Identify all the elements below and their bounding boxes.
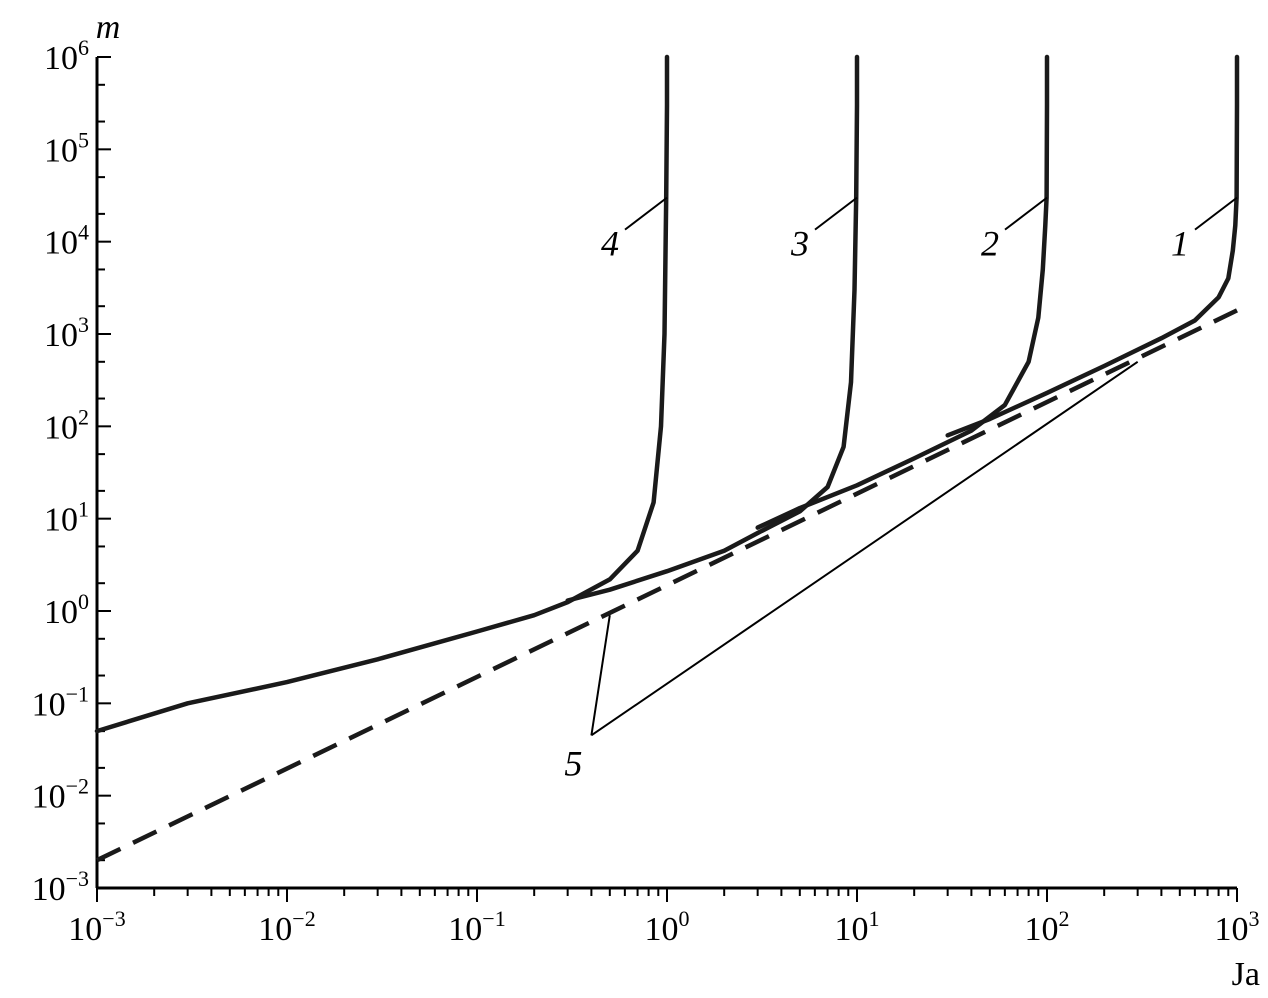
x-tick-label: 10−3 bbox=[68, 906, 125, 948]
curve-label-4: 4 bbox=[601, 224, 619, 264]
y-tick-label: 103 bbox=[44, 312, 89, 354]
series-line-4 bbox=[94, 54, 670, 734]
leader-line-3 bbox=[814, 196, 858, 231]
y-axis-ticks: 10−3 10−2 10−1 100 101 102 103 104 105 106 bbox=[32, 35, 111, 908]
x-tick-label: 102 bbox=[1025, 906, 1070, 948]
leader-line-5 bbox=[590, 615, 611, 736]
series-line-5 bbox=[96, 308, 1238, 863]
leader-line-1 bbox=[1194, 196, 1238, 231]
x-tick-label: 101 bbox=[835, 906, 880, 948]
curve-label-2: 2 bbox=[981, 224, 999, 264]
leader-line-2 bbox=[1004, 196, 1048, 231]
y-tick-label: 10−3 bbox=[32, 866, 89, 908]
curve-label-1: 1 bbox=[1171, 224, 1189, 264]
y-tick-label: 10−1 bbox=[32, 681, 89, 723]
x-tick-label: 100 bbox=[645, 906, 690, 948]
x-axis-label: Ja bbox=[1232, 956, 1260, 993]
y-tick-label: 101 bbox=[44, 497, 89, 539]
leader-line-4 bbox=[624, 196, 668, 231]
y-tick-label: 102 bbox=[44, 404, 89, 446]
y-tick-label: 106 bbox=[44, 35, 89, 77]
y-tick-label: 105 bbox=[44, 127, 89, 169]
y-tick-label: 10−2 bbox=[32, 774, 89, 816]
curve-label-3: 3 bbox=[790, 224, 809, 264]
y-tick-label: 100 bbox=[44, 589, 89, 631]
y-axis-label: m bbox=[96, 9, 121, 46]
x-tick-label: 10−2 bbox=[258, 906, 315, 948]
curve-label-5: 5 bbox=[564, 743, 582, 783]
y-tick-label: 104 bbox=[44, 220, 89, 262]
annotation-layer: 4 3 2 1 5 bbox=[564, 196, 1238, 783]
series-line-2 bbox=[755, 54, 1050, 530]
leader-line-5 bbox=[590, 360, 1139, 737]
x-tick-label: 103 bbox=[1215, 906, 1260, 948]
x-tick-label: 10−1 bbox=[448, 906, 505, 948]
series-layer bbox=[94, 54, 1240, 863]
x-axis-ticks: 10−3 10−2 10−1 100 101 102 103 bbox=[68, 888, 1260, 948]
series-line-3 bbox=[565, 54, 860, 603]
